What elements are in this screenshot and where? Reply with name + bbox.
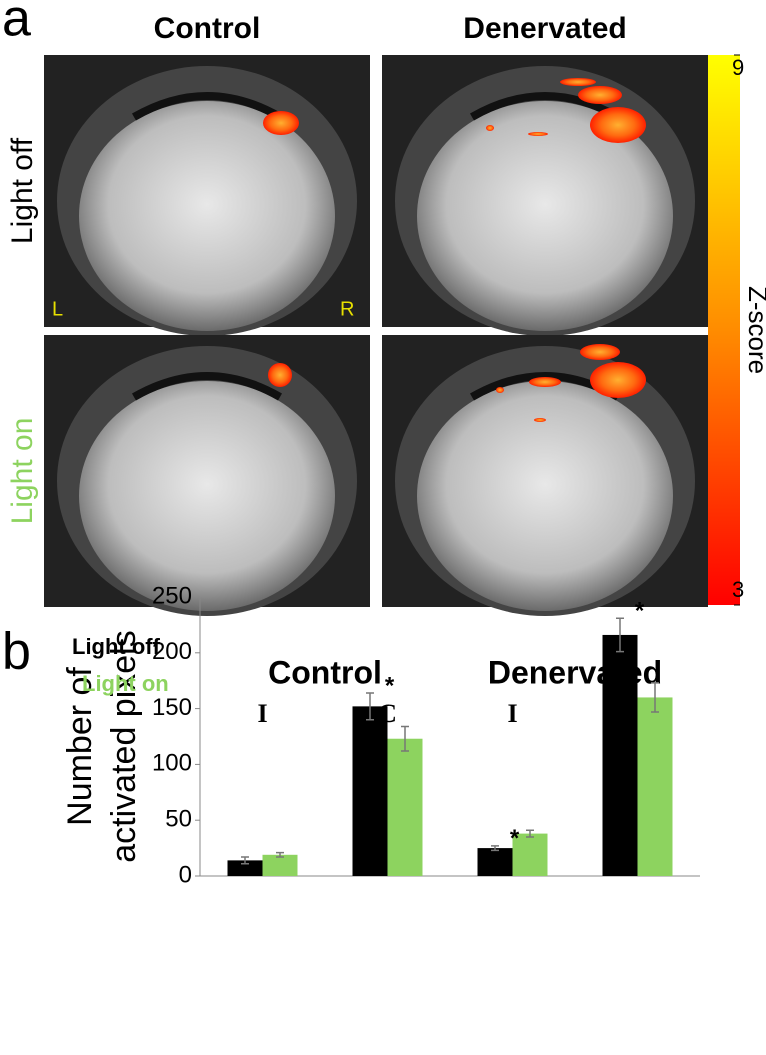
y-axis-label: Number of (61, 667, 99, 826)
legend-entry: Light off (72, 634, 161, 659)
activation (486, 125, 494, 131)
mri-brain (79, 101, 335, 331)
bar (387, 738, 423, 876)
activation (529, 377, 561, 387)
mri-fold (470, 92, 620, 121)
mri-brain (79, 381, 335, 611)
activation (560, 78, 596, 86)
error-bar (616, 617, 624, 653)
y-tick-label: 200 (152, 638, 192, 665)
bar (477, 848, 513, 876)
mri-fold (132, 92, 282, 121)
error-bar (401, 725, 409, 752)
activation (263, 111, 299, 135)
bar (602, 634, 638, 876)
activation (534, 418, 546, 422)
bar (352, 706, 388, 876)
activation (590, 362, 646, 398)
orientation-label: R (340, 298, 354, 320)
mri-brain (417, 101, 673, 331)
error-bar (526, 829, 534, 838)
activation (268, 363, 292, 387)
significance-marker: * (510, 825, 520, 852)
significance-marker: * (385, 672, 395, 699)
colorbar-label: Z-score (743, 286, 766, 374)
x-category-label: I (257, 699, 267, 728)
activation (590, 107, 646, 143)
y-tick-label: 250 (152, 582, 192, 609)
bar (262, 854, 298, 876)
mri-fold (132, 372, 282, 401)
bar (637, 697, 673, 876)
legend-entry: Light on (82, 671, 169, 696)
row-title: Light off (6, 137, 39, 244)
activation (580, 344, 620, 360)
significance-marker: * (635, 598, 645, 625)
group-label: Control (268, 654, 382, 690)
column-title: Denervated (463, 12, 626, 45)
colorbar (708, 55, 740, 605)
error-bar (491, 845, 499, 852)
activation (578, 86, 622, 104)
y-tick-label: 150 (152, 694, 192, 721)
activation (528, 132, 548, 136)
row-title: Light on (6, 418, 39, 525)
orientation-label: L (52, 298, 63, 320)
panel-label: a (2, 0, 31, 48)
activation (496, 387, 504, 393)
error-bar (651, 682, 659, 713)
y-tick-label: 0 (179, 861, 192, 888)
colorbar-tick-label: 9 (732, 55, 744, 80)
y-tick-label: 50 (165, 806, 192, 833)
y-tick-label: 100 (152, 750, 192, 777)
colorbar-tick-label: 3 (732, 577, 744, 602)
column-title: Control (154, 12, 261, 45)
error-bar (366, 692, 374, 721)
bar (512, 833, 548, 876)
x-category-label: I (507, 699, 517, 728)
y-axis-label: activated pixels (105, 630, 143, 862)
mri-brain (417, 381, 673, 611)
bar (227, 860, 263, 876)
panel-label: b (2, 623, 31, 681)
error-bar (241, 856, 249, 865)
error-bar (276, 851, 284, 858)
